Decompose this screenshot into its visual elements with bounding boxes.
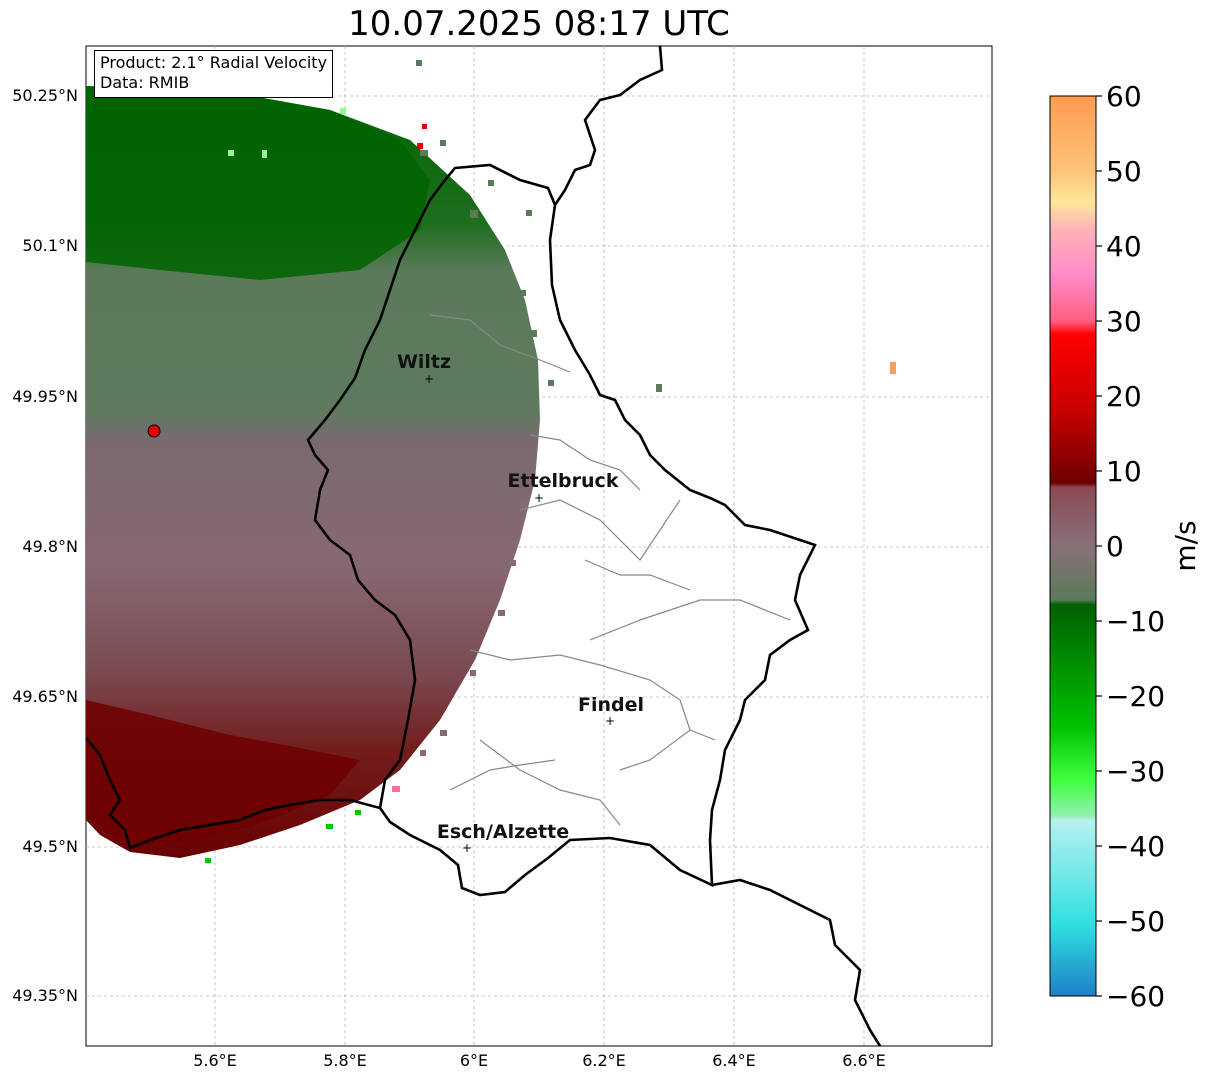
city-marker-findel: + <box>605 714 615 728</box>
city-label-findel: Findel <box>578 694 644 716</box>
colorbar-tick-label: 10 <box>1106 455 1142 488</box>
colorbar-tick-label: 20 <box>1106 380 1142 413</box>
colorbar-tick-label: −10 <box>1106 605 1165 638</box>
receding-band <box>86 700 360 845</box>
lat-tick: 50.25°N <box>12 86 78 105</box>
colorbar-tick-label: −50 <box>1106 905 1165 938</box>
lon-tick: 5.8°E <box>323 1051 367 1070</box>
colorbar-tick-label: −30 <box>1106 755 1165 788</box>
lon-tick: 6.2°E <box>582 1051 626 1070</box>
germany-border-south <box>711 878 882 1046</box>
data-source-line: Data: RMIB <box>100 73 190 92</box>
lon-tick: 6.6°E <box>842 1051 886 1070</box>
city-markers: Wiltz + Ettelbruck + Findel + Esch/Alzet… <box>397 351 644 855</box>
velocity-field <box>86 86 540 858</box>
city-label-esch: Esch/Alzette <box>437 821 569 843</box>
lat-tick: 50.1°N <box>22 236 78 255</box>
radar-site-marker <box>147 424 161 438</box>
lat-tick: 49.8°N <box>22 537 78 556</box>
colorbar-tick-label: 30 <box>1106 305 1142 338</box>
france-border <box>86 737 381 850</box>
germany-border-north <box>553 46 664 206</box>
product-line: Product: 2.1° Radial Velocity <box>100 53 328 72</box>
lat-tick-labels: 50.25°N 50.1°N 49.95°N 49.8°N 49.65°N 49… <box>12 86 78 1005</box>
colorbar-tick-label: 60 <box>1106 80 1142 113</box>
radar-echo-area <box>86 60 896 863</box>
city-marker-ettelbruck: + <box>534 491 544 505</box>
colorbar: 60 50 40 30 20 10 0 −10 −20 −30 −40 −50 … <box>1049 80 1202 1013</box>
city-marker-wiltz: + <box>424 372 434 386</box>
lon-tick-labels: 5.6°E 5.8°E 6°E 6.2°E 6.4°E 6.6°E <box>193 1051 886 1070</box>
colorbar-ticks <box>1096 95 1102 997</box>
colorbar-tick-label: 50 <box>1106 155 1142 188</box>
product-info-box: Product: 2.1° Radial Velocity Data: RMIB <box>94 50 334 98</box>
city-marker-esch: + <box>462 841 472 855</box>
luxembourg-border <box>306 163 817 897</box>
lat-tick: 49.5°N <box>22 837 78 856</box>
colorbar-gradient <box>1049 95 1097 997</box>
colorbar-tick-label: −40 <box>1106 830 1165 863</box>
colorbar-tick-label: 40 <box>1106 230 1142 263</box>
colorbar-tick-label: 0 <box>1106 530 1124 563</box>
approaching-band <box>86 86 430 280</box>
colorbar-unit-label: m/s <box>1169 520 1202 571</box>
lat-tick: 49.35°N <box>12 986 78 1005</box>
lon-tick: 5.6°E <box>193 1051 237 1070</box>
lon-tick: 6°E <box>460 1051 488 1070</box>
lon-tick: 6.4°E <box>712 1051 756 1070</box>
lat-tick: 49.95°N <box>12 387 78 406</box>
city-label-ettelbruck: Ettelbruck <box>508 470 619 492</box>
canton-borders <box>429 314 791 826</box>
colorbar-tick-label: −20 <box>1106 680 1165 713</box>
echo-speckles <box>416 60 662 392</box>
city-label-wiltz: Wiltz <box>397 351 451 373</box>
map-title: 10.07.2025 08:17 UTC <box>348 4 730 44</box>
lat-tick: 49.65°N <box>12 687 78 706</box>
colorbar-tick-label: −60 <box>1106 980 1165 1013</box>
